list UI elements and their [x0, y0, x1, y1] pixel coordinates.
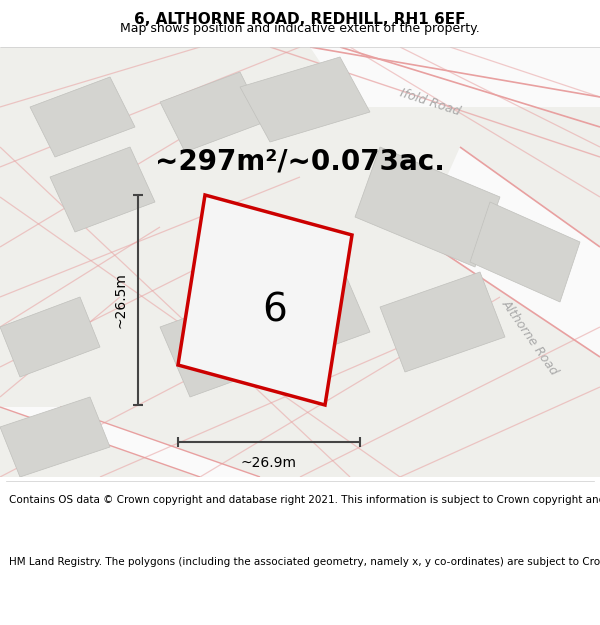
Polygon shape	[0, 47, 600, 477]
Text: HM Land Registry. The polygons (including the associated geometry, namely x, y c: HM Land Registry. The polygons (includin…	[9, 557, 600, 567]
Text: Contains OS data © Crown copyright and database right 2021. This information is : Contains OS data © Crown copyright and d…	[9, 495, 600, 505]
Text: ~297m²/~0.073ac.: ~297m²/~0.073ac.	[155, 148, 445, 176]
Polygon shape	[178, 195, 352, 405]
Text: 6: 6	[263, 291, 287, 329]
Polygon shape	[50, 147, 155, 232]
Polygon shape	[240, 57, 370, 142]
Polygon shape	[0, 407, 260, 477]
Polygon shape	[310, 47, 600, 107]
Text: Ifold Road: Ifold Road	[398, 86, 462, 118]
Text: Map shows position and indicative extent of the property.: Map shows position and indicative extent…	[120, 22, 480, 35]
Text: Althorne Road: Althorne Road	[499, 297, 561, 377]
Polygon shape	[380, 272, 505, 372]
Text: 6, ALTHORNE ROAD, REDHILL, RH1 6EF: 6, ALTHORNE ROAD, REDHILL, RH1 6EF	[134, 12, 466, 27]
Polygon shape	[355, 147, 500, 267]
Polygon shape	[160, 72, 265, 152]
Text: ~26.5m: ~26.5m	[114, 272, 128, 328]
Polygon shape	[420, 147, 600, 357]
Polygon shape	[0, 297, 100, 377]
Polygon shape	[160, 262, 370, 397]
Polygon shape	[30, 77, 135, 157]
Text: ~26.9m: ~26.9m	[241, 456, 297, 470]
Polygon shape	[470, 202, 580, 302]
Polygon shape	[0, 397, 110, 477]
